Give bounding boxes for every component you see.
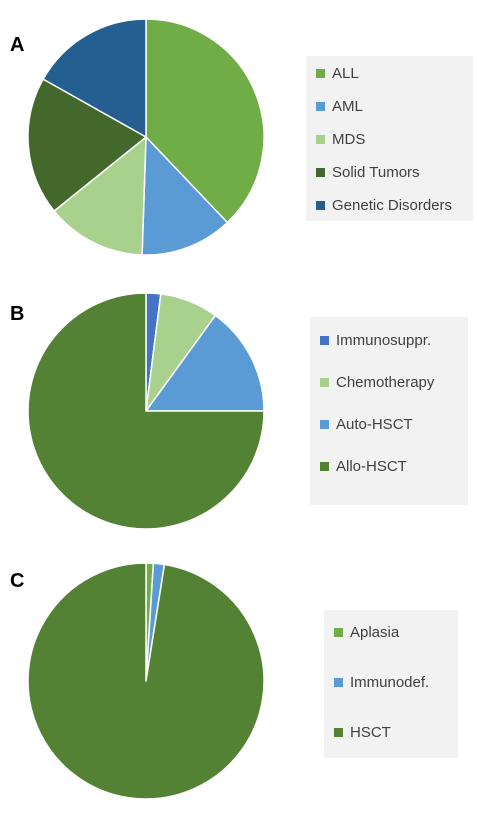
legend-label: Genetic Disorders — [332, 196, 453, 214]
legend-label: MDS — [332, 130, 366, 148]
pie-chart-a — [27, 18, 265, 256]
legend-b: Immunosuppr. Chemotherapy Auto-HSCT Allo… — [310, 317, 468, 505]
pie-slice-solid-tumors — [27, 78, 147, 212]
pie-slice-hsct — [27, 562, 265, 800]
panel-label: B — [10, 303, 25, 325]
legend-swatch — [316, 101, 325, 111]
legend-swatch — [316, 68, 325, 78]
legend-item: Genetic Disorders — [316, 195, 452, 215]
legend-swatch — [320, 419, 329, 429]
legend-label: Allo-HSCT — [336, 457, 407, 475]
legend-label: AML — [332, 97, 363, 115]
legend-swatch — [334, 727, 343, 737]
legend-item: Immunodef. — [334, 672, 429, 692]
pie-chart-c — [27, 562, 265, 800]
pie-slice-aml — [141, 136, 229, 256]
legend-c: Aplasia Immunodef. HSCT — [324, 610, 458, 758]
legend-swatch — [334, 627, 343, 637]
panel-label: A — [10, 34, 25, 56]
panel-b: B Immunosuppr. Chemotherapy Auto-HSCT Al… — [0, 270, 477, 540]
legend-label: Chemotherapy — [336, 373, 435, 391]
legend-label: Immunosuppr. — [336, 331, 432, 349]
legend-item: ALL — [316, 63, 359, 83]
pie-slice-allo-hsct — [27, 292, 265, 530]
legend-item: Allo-HSCT — [320, 456, 407, 476]
legend-swatch — [320, 461, 329, 471]
legend-swatch — [316, 167, 325, 177]
legend-label: Aplasia — [350, 623, 400, 641]
legend-swatch — [316, 200, 325, 210]
pie-slice-genetic-disorders — [42, 18, 147, 138]
legend-label: Immunodef. — [350, 673, 430, 691]
panel-a: A ALL AML MDS Solid Tumors Genetic Disor… — [0, 0, 477, 270]
legend-label: ALL — [332, 64, 359, 82]
pie-slice-all — [145, 18, 265, 224]
legend-item: Chemotherapy — [320, 372, 434, 392]
legend-item: Solid Tumors — [316, 162, 420, 182]
legend-swatch — [316, 134, 325, 144]
legend-label: Solid Tumors — [332, 163, 420, 181]
legend-swatch — [320, 377, 329, 387]
panel-c: C Aplasia Immunodef. HSCT — [0, 540, 477, 817]
legend-swatch — [334, 677, 343, 687]
legend-item: HSCT — [334, 722, 391, 742]
legend-item: MDS — [316, 129, 365, 149]
legend-item: Immunosuppr. — [320, 330, 431, 350]
pie-slice-mds — [53, 136, 147, 256]
legend-item: Aplasia — [334, 622, 399, 642]
legend-a: ALL AML MDS Solid Tumors Genetic Disorde… — [306, 56, 473, 221]
legend-item: AML — [316, 96, 363, 116]
legend-item: Auto-HSCT — [320, 414, 413, 434]
legend-label: Auto-HSCT — [336, 415, 413, 433]
legend-label: HSCT — [350, 723, 391, 741]
pie-chart-b — [27, 292, 265, 530]
pie-slice-auto-hsct — [145, 314, 265, 412]
legend-swatch — [320, 335, 329, 345]
panel-label: C — [10, 570, 25, 592]
